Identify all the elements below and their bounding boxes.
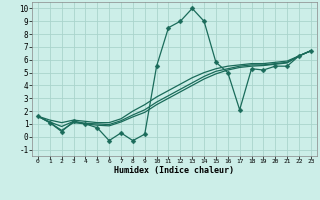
X-axis label: Humidex (Indice chaleur): Humidex (Indice chaleur) xyxy=(115,166,234,175)
